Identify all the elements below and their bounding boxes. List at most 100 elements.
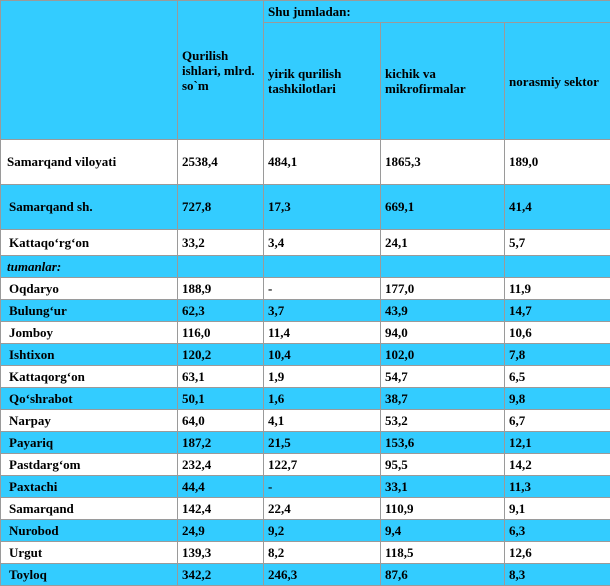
- cell-informal: 14,2: [505, 454, 610, 476]
- cell-informal: 6,5: [505, 366, 610, 388]
- row-name: Ishtixon: [1, 344, 178, 366]
- row-name: Kattaqorg‘on: [1, 366, 178, 388]
- row-name: Payariq: [1, 432, 178, 454]
- cell-total: 24,9: [178, 520, 264, 542]
- row-name: Oqdaryo: [1, 278, 178, 300]
- cell-informal: 10,6: [505, 322, 610, 344]
- group-label-row: tumanlar:: [1, 256, 610, 278]
- cell-informal: 11,9: [505, 278, 610, 300]
- cell-informal: 12,6: [505, 542, 610, 564]
- cell-large: 8,2: [264, 542, 381, 564]
- cell-total: 727,8: [178, 185, 264, 230]
- cell-large: 4,1: [264, 410, 381, 432]
- cell-small: 102,0: [381, 344, 505, 366]
- cell-large: 1,6: [264, 388, 381, 410]
- cell-small: 38,7: [381, 388, 505, 410]
- cell-large: 17,3: [264, 185, 381, 230]
- cell-small: 95,5: [381, 454, 505, 476]
- cell-total: 50,1: [178, 388, 264, 410]
- row-name: Nurobod: [1, 520, 178, 542]
- cell-small: 53,2: [381, 410, 505, 432]
- row-name: Jomboy: [1, 322, 178, 344]
- cell-small: 669,1: [381, 185, 505, 230]
- row-name: Narpay: [1, 410, 178, 432]
- cell-total: 142,4: [178, 498, 264, 520]
- row-name: Bulung‘ur: [1, 300, 178, 322]
- cell-large: 22,4: [264, 498, 381, 520]
- header-row-top: Qurilish ishlari, mlrd. so`m Shu jumlada…: [1, 1, 610, 23]
- cell-informal: 8,3: [505, 564, 610, 586]
- table-row: Kattaqo‘rg‘on 33,2 3,4 24,1 5,7: [1, 230, 610, 256]
- table-row: Samarqand sh. 727,8 17,3 669,1 41,4: [1, 185, 610, 230]
- cell-small: 9,4: [381, 520, 505, 542]
- cell-large: 122,7: [264, 454, 381, 476]
- header-col-small: kichik va mikrofirmalar: [381, 23, 505, 140]
- cell-small: 43,9: [381, 300, 505, 322]
- cell-large: 10,4: [264, 344, 381, 366]
- cell-total: 116,0: [178, 322, 264, 344]
- cell-small: 33,1: [381, 476, 505, 498]
- cell-total: 232,4: [178, 454, 264, 476]
- cell-small: 54,7: [381, 366, 505, 388]
- cell-small: 110,9: [381, 498, 505, 520]
- row-name: Samarqand viloyati: [1, 140, 178, 185]
- header-corner-cell: [1, 1, 178, 140]
- header-col-large: yirik qurilish tashkilotlari: [264, 23, 381, 140]
- cell-total: 44,4: [178, 476, 264, 498]
- empty-cell: [178, 256, 264, 278]
- table-row: Samarqand viloyati 2538,4 484,1 1865,3 1…: [1, 140, 610, 185]
- row-name: Toyloq: [1, 564, 178, 586]
- row-name: Urgut: [1, 542, 178, 564]
- cell-small: 24,1: [381, 230, 505, 256]
- row-name: Qo‘shrabot: [1, 388, 178, 410]
- header-col-informal: norasmiy sektor: [505, 23, 610, 140]
- cell-informal: 6,3: [505, 520, 610, 542]
- cell-total: 342,2: [178, 564, 264, 586]
- cell-informal: 9,8: [505, 388, 610, 410]
- cell-small: 177,0: [381, 278, 505, 300]
- row-name: Kattaqo‘rg‘on: [1, 230, 178, 256]
- cell-total: 64,0: [178, 410, 264, 432]
- cell-large: 246,3: [264, 564, 381, 586]
- row-name: Samarqand sh.: [1, 185, 178, 230]
- cell-small: 87,6: [381, 564, 505, 586]
- cell-informal: 14,7: [505, 300, 610, 322]
- cell-informal: 5,7: [505, 230, 610, 256]
- cell-large: 21,5: [264, 432, 381, 454]
- cell-small: 1865,3: [381, 140, 505, 185]
- empty-cell: [264, 256, 381, 278]
- cell-informal: 189,0: [505, 140, 610, 185]
- cell-total: 33,2: [178, 230, 264, 256]
- cell-small: 153,6: [381, 432, 505, 454]
- row-name: Samarqand: [1, 498, 178, 520]
- cell-total: 188,9: [178, 278, 264, 300]
- cell-large: -: [264, 476, 381, 498]
- row-name: Paxtachi: [1, 476, 178, 498]
- cell-total: 63,1: [178, 366, 264, 388]
- header-col-total: Qurilish ishlari, mlrd. so`m: [178, 1, 264, 140]
- group-label: tumanlar:: [1, 256, 178, 278]
- cell-informal: 12,1: [505, 432, 610, 454]
- empty-cell: [505, 256, 610, 278]
- cell-total: 139,3: [178, 542, 264, 564]
- cell-large: 3,4: [264, 230, 381, 256]
- cell-large: 11,4: [264, 322, 381, 344]
- cell-small: 118,5: [381, 542, 505, 564]
- cell-large: -: [264, 278, 381, 300]
- cell-large: 1,9: [264, 366, 381, 388]
- cell-large: 484,1: [264, 140, 381, 185]
- cell-informal: 11,3: [505, 476, 610, 498]
- cell-large: 3,7: [264, 300, 381, 322]
